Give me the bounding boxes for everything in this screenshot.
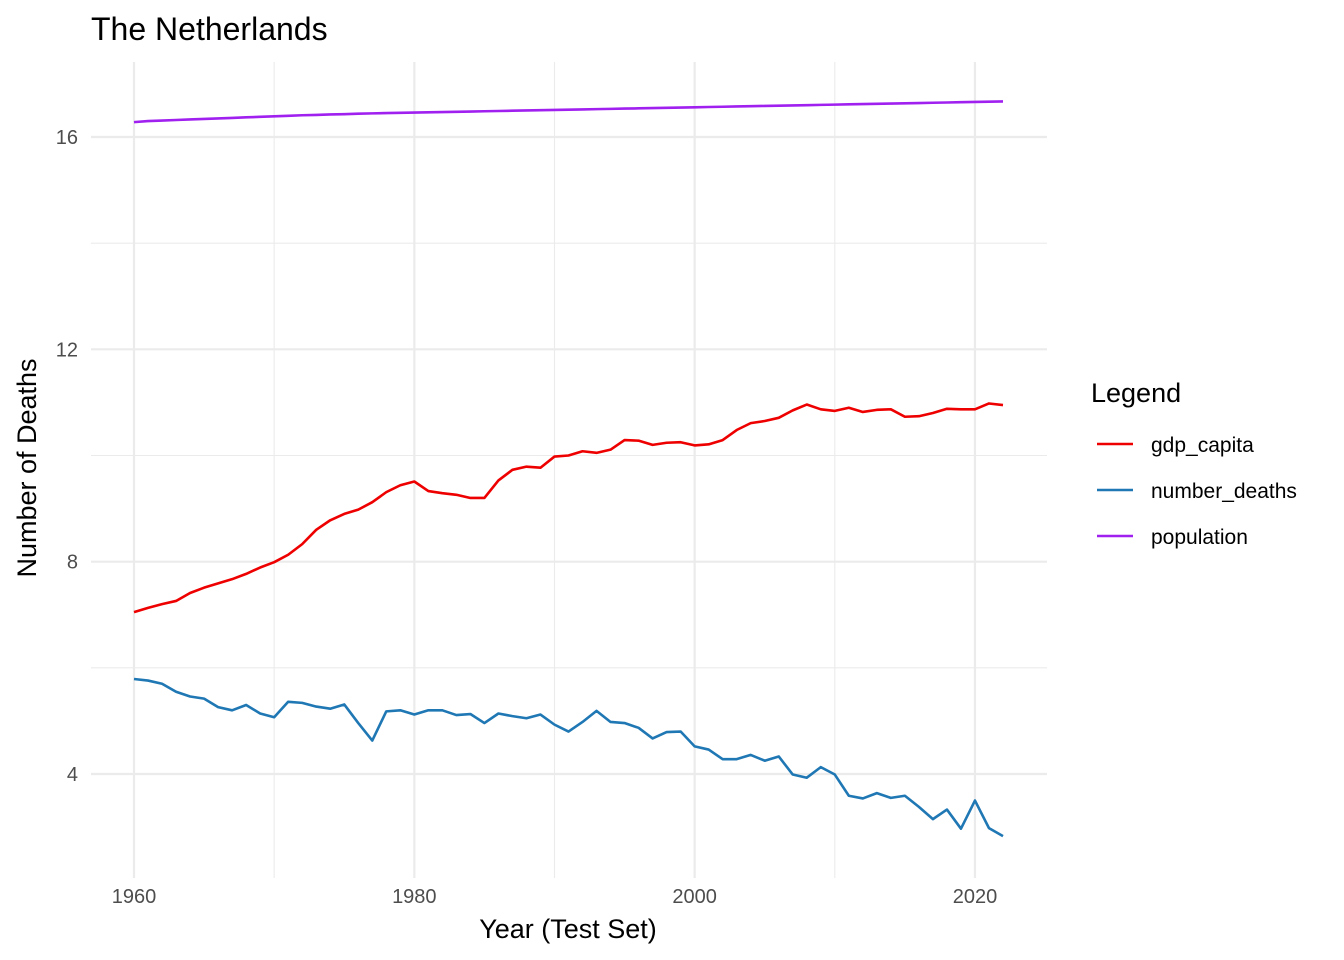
legend-item-number-deaths: number_deaths: [1097, 480, 1297, 503]
legend: Legend gdp_capita number_deaths population: [1091, 378, 1297, 549]
x-axis-title: Year (Test Set): [479, 914, 657, 944]
minor-gridlines: [91, 62, 1047, 878]
legend-item-gdp-capita: gdp_capita: [1097, 434, 1254, 457]
chart-title: The Netherlands: [91, 11, 328, 47]
y-tick-label: 4: [67, 764, 78, 786]
legend-label: number_deaths: [1151, 480, 1297, 503]
x-tick-label: 2020: [953, 886, 998, 908]
series-line-population: [133, 100, 1004, 124]
series-line-number-deaths: [133, 677, 1004, 838]
y-tick-label: 12: [56, 339, 78, 361]
legend-label: gdp_capita: [1151, 434, 1254, 457]
x-axis-ticks: 1960 1980 2000 2020: [112, 886, 997, 908]
legend-items: gdp_capita number_deaths population: [1097, 434, 1297, 549]
y-tick-label: 8: [67, 552, 78, 574]
x-tick-label: 1960: [112, 886, 157, 908]
series-line-gdp-capita: [133, 402, 1004, 614]
x-tick-label: 1980: [392, 886, 437, 908]
legend-title: Legend: [1091, 378, 1181, 408]
y-axis-ticks: 4 8 12 16: [56, 127, 78, 786]
series-lines: [133, 100, 1004, 838]
y-tick-label: 16: [56, 127, 78, 149]
y-axis-title: Number of Deaths: [12, 358, 42, 577]
major-gridlines: [91, 62, 1047, 878]
x-tick-label: 2000: [672, 886, 717, 908]
legend-item-population: population: [1097, 526, 1248, 549]
legend-label: population: [1151, 526, 1248, 549]
